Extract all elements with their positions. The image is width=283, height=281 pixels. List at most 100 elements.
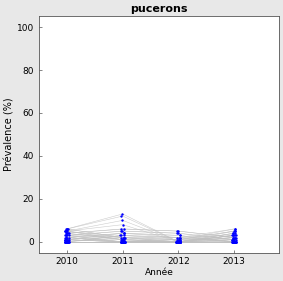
Point [176, 240, 181, 244]
Point [232, 235, 236, 240]
Point [178, 237, 182, 242]
Point [119, 233, 124, 238]
Point [177, 240, 182, 244]
Point [64, 233, 68, 238]
Point [233, 229, 237, 233]
Point [231, 229, 236, 233]
Point [64, 240, 69, 244]
Point [119, 240, 123, 244]
Point [119, 237, 123, 242]
Point [63, 235, 68, 240]
Point [232, 240, 237, 244]
Point [120, 240, 124, 244]
Point [234, 240, 239, 244]
Point [174, 231, 179, 235]
Point [178, 235, 183, 240]
Point [232, 240, 237, 244]
Point [231, 240, 236, 244]
Point [175, 240, 179, 244]
Point [121, 231, 126, 235]
Point [63, 235, 68, 240]
Point [66, 240, 70, 244]
Point [175, 240, 179, 244]
Point [122, 240, 127, 244]
Point [63, 233, 67, 238]
Point [122, 235, 126, 240]
Point [67, 233, 71, 238]
Point [63, 235, 68, 240]
Point [121, 223, 126, 227]
Point [122, 227, 127, 231]
Point [122, 240, 127, 244]
Point [234, 240, 239, 244]
Y-axis label: Prévalence (%): Prévalence (%) [4, 98, 14, 171]
Point [176, 240, 180, 244]
Point [120, 240, 125, 244]
Point [66, 231, 70, 235]
Point [120, 212, 124, 216]
Point [67, 237, 71, 242]
Point [174, 240, 179, 244]
Point [64, 231, 69, 235]
Point [231, 240, 236, 244]
Point [231, 231, 235, 235]
Point [177, 240, 182, 244]
Point [231, 240, 235, 244]
Point [233, 229, 237, 233]
Point [232, 240, 237, 244]
Point [122, 237, 127, 242]
Point [121, 240, 126, 244]
Point [230, 233, 234, 238]
Title: pucerons: pucerons [130, 4, 188, 14]
Point [66, 240, 70, 244]
X-axis label: Année: Année [145, 268, 173, 277]
Point [119, 227, 123, 231]
Point [230, 235, 235, 240]
Point [233, 233, 237, 238]
Point [63, 240, 68, 244]
Point [63, 237, 67, 242]
Point [65, 227, 69, 231]
Point [176, 240, 180, 244]
Point [178, 240, 183, 244]
Point [121, 237, 125, 242]
Point [119, 240, 124, 244]
Point [65, 233, 69, 238]
Point [65, 240, 69, 244]
Point [231, 231, 235, 235]
Point [232, 235, 237, 240]
Point [175, 240, 180, 244]
Point [232, 240, 237, 244]
Point [177, 240, 182, 244]
Point [65, 227, 69, 231]
Point [176, 240, 181, 244]
Point [234, 237, 238, 242]
Point [174, 240, 179, 244]
Point [233, 227, 237, 231]
Point [66, 240, 70, 244]
Point [66, 240, 71, 244]
Point [178, 240, 182, 244]
Point [176, 235, 181, 240]
Point [178, 235, 183, 240]
Point [178, 240, 183, 244]
Point [65, 240, 69, 244]
Point [120, 240, 124, 244]
Point [177, 240, 182, 244]
Point [118, 240, 123, 244]
Point [175, 237, 180, 242]
Point [122, 233, 127, 238]
Point [230, 240, 234, 244]
Point [121, 240, 125, 244]
Point [119, 240, 124, 244]
Point [121, 240, 125, 244]
Point [178, 233, 183, 238]
Point [174, 240, 179, 244]
Point [175, 231, 180, 235]
Point [67, 235, 71, 240]
Point [119, 235, 123, 240]
Point [65, 235, 70, 240]
Point [120, 218, 124, 223]
Point [175, 240, 179, 244]
Point [63, 235, 68, 240]
